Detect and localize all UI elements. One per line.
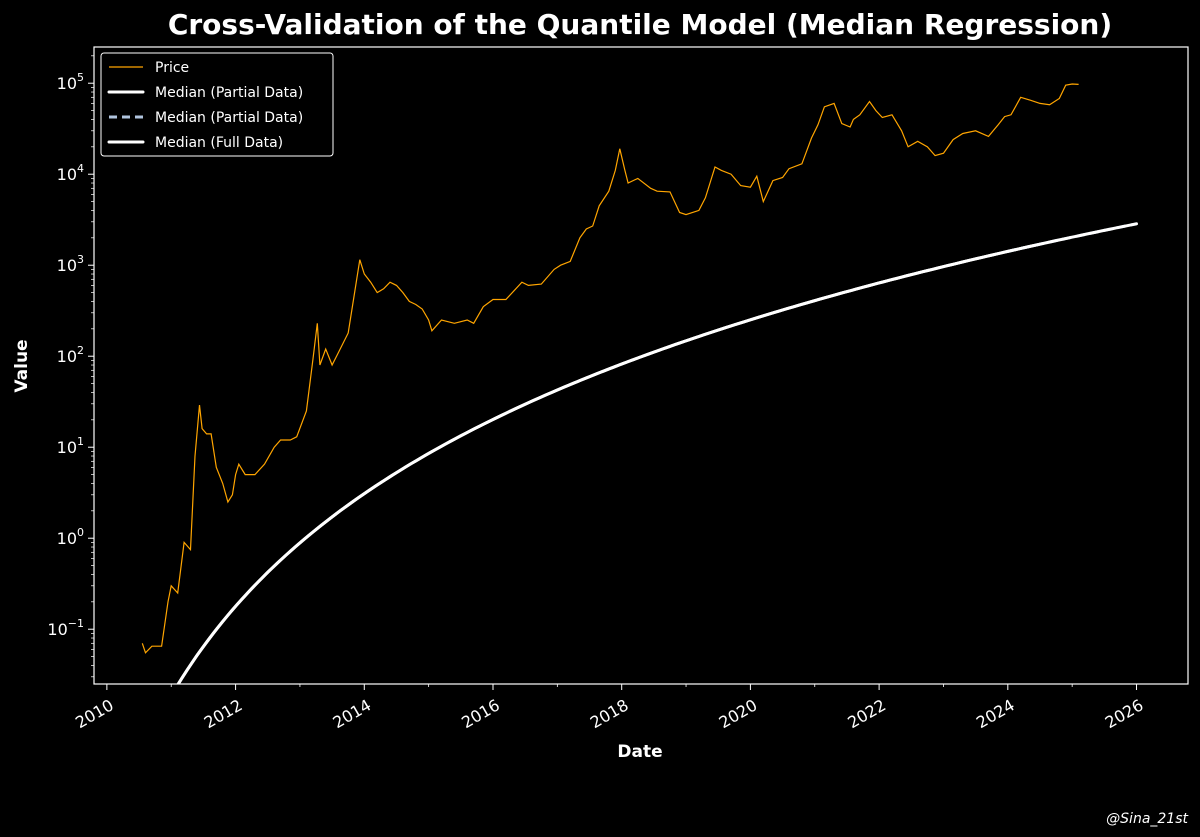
y-tick-label: 104 bbox=[57, 162, 84, 184]
y-tick-base: 10 bbox=[57, 74, 77, 93]
plot-frame bbox=[93, 46, 1189, 685]
y-tick-exponent: 0 bbox=[77, 526, 84, 539]
y-tick-exponent: 1 bbox=[77, 435, 84, 448]
y-tick-label: 100 bbox=[57, 526, 84, 548]
y-tick-label: 102 bbox=[57, 344, 84, 366]
y-tick-base: 10 bbox=[57, 256, 77, 275]
y-tick-label: 101 bbox=[57, 435, 84, 457]
series-line-0 bbox=[141, 83, 1079, 654]
y-tick-exponent: 4 bbox=[77, 162, 84, 175]
y-tick-exponent: 3 bbox=[77, 253, 84, 266]
y-tick-label: 10−1 bbox=[47, 617, 84, 639]
y-tick-exponent: 5 bbox=[77, 71, 84, 84]
series-line-3 bbox=[176, 222, 1138, 684]
y-tick-base: 10 bbox=[57, 347, 77, 366]
y-tick-base: 10 bbox=[47, 620, 67, 639]
legend-entry: Median (Partial Data) bbox=[155, 85, 303, 101]
y-tick-label: 105 bbox=[57, 71, 84, 93]
y-axis-label: Value bbox=[12, 339, 32, 392]
chart-title: Cross-Validation of the Quantile Model (… bbox=[168, 8, 1112, 41]
legend-entry: Median (Full Data) bbox=[155, 135, 283, 151]
legend: Price Median (Partial Data) Median (Partia… bbox=[100, 52, 334, 157]
series-layer bbox=[141, 83, 1138, 684]
legend-entry: Median (Partial Data) bbox=[155, 110, 303, 126]
y-tick-base: 10 bbox=[57, 165, 77, 184]
legend-entry: Price bbox=[155, 60, 189, 76]
y-tick-exponent: 2 bbox=[77, 344, 84, 357]
y-tick-base: 10 bbox=[57, 438, 77, 457]
watermark: @Sina_21st bbox=[1106, 811, 1188, 827]
y-tick-exponent: −1 bbox=[68, 617, 84, 630]
x-axis-label: Date bbox=[617, 742, 662, 762]
y-tick-label: 103 bbox=[57, 253, 84, 275]
y-tick-base: 10 bbox=[57, 529, 77, 548]
legend-box bbox=[100, 52, 334, 157]
